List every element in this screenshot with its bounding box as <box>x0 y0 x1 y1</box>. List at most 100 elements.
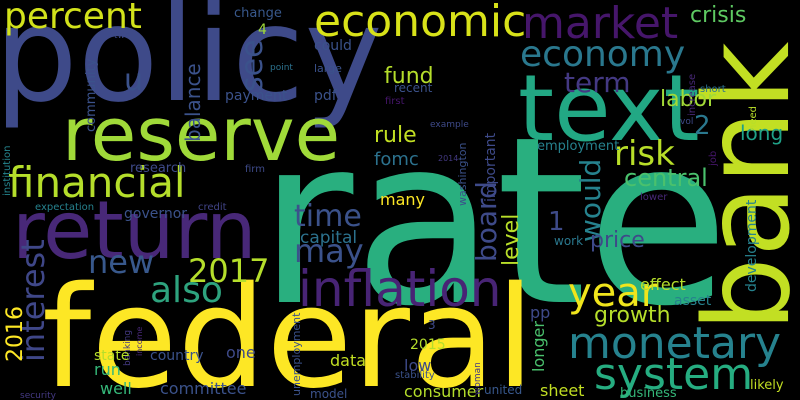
word: bank <box>678 42 800 332</box>
word: example <box>430 120 469 130</box>
word: federal <box>42 257 535 400</box>
word: community <box>84 58 99 132</box>
word: interest <box>14 239 52 362</box>
word: low <box>404 356 431 375</box>
word: 2 <box>694 111 711 141</box>
word: 1 <box>548 207 565 237</box>
word: sheet <box>540 381 584 400</box>
word: text <box>518 55 700 162</box>
word: balance <box>181 63 205 142</box>
word: longer <box>529 321 548 372</box>
word: likely <box>750 378 784 393</box>
word: lower <box>640 192 668 203</box>
word: market <box>522 0 678 49</box>
word: two <box>114 31 131 41</box>
word: many <box>380 190 425 209</box>
word: run <box>94 360 121 379</box>
word: 2015 <box>410 337 446 353</box>
word: need <box>748 106 759 131</box>
word: stability <box>395 370 435 381</box>
word: banking <box>123 330 133 366</box>
word: work <box>554 234 583 248</box>
word: 3 <box>428 318 436 332</box>
word: institution <box>2 146 13 196</box>
word: increase <box>687 74 698 116</box>
word: year <box>568 270 658 316</box>
word: firm <box>245 164 265 175</box>
word: business <box>620 386 677 400</box>
word: point <box>270 63 293 73</box>
word: first <box>385 96 405 107</box>
word: development <box>744 199 760 292</box>
word: united <box>484 383 522 397</box>
word: level <box>499 214 524 266</box>
word: well <box>100 379 132 398</box>
word: short <box>700 84 726 95</box>
word: term <box>564 66 631 99</box>
word: 4 <box>258 22 267 38</box>
word: 2017 <box>188 252 269 290</box>
word: effect <box>640 275 686 294</box>
word: vol <box>680 117 693 127</box>
word: u <box>124 63 143 98</box>
word: recent <box>394 81 433 95</box>
word: board <box>470 181 503 262</box>
word: data <box>330 351 366 370</box>
word: would <box>574 159 607 242</box>
word: fund <box>384 64 434 89</box>
word: return <box>12 184 257 277</box>
word: see <box>235 39 270 92</box>
word: asset <box>674 293 712 309</box>
word: labor <box>660 87 717 112</box>
word: research <box>130 161 186 176</box>
word: credit <box>198 202 227 213</box>
word: reserve <box>62 92 340 178</box>
word: could <box>314 38 352 54</box>
word: unemployment <box>290 312 303 396</box>
word: income <box>135 327 144 356</box>
word: new <box>88 243 154 281</box>
word: central <box>624 164 708 192</box>
word: economic <box>314 0 526 47</box>
word: price <box>590 228 645 253</box>
word: time <box>294 199 362 234</box>
word: also <box>150 270 223 311</box>
word: committee <box>160 379 246 398</box>
word: crisis <box>690 3 746 28</box>
word: policy <box>0 0 383 132</box>
word: growth <box>594 303 671 328</box>
word: one <box>226 343 256 362</box>
word: state <box>94 348 129 364</box>
word: large <box>314 62 342 75</box>
word: model <box>310 387 347 400</box>
word: pdf <box>314 88 338 104</box>
word: inflation <box>298 260 502 318</box>
word: consumer <box>404 382 484 400</box>
word: system <box>594 349 753 400</box>
word: 2016 <box>3 306 28 362</box>
word: employment <box>537 139 619 154</box>
word: job <box>708 151 719 167</box>
word: important <box>483 132 499 202</box>
word: percent <box>4 0 142 37</box>
word: may <box>294 232 364 270</box>
word: security <box>20 391 57 400</box>
word: washington <box>456 143 469 206</box>
word: monetary <box>568 318 781 369</box>
word: rate <box>258 87 729 357</box>
word: pp <box>530 303 550 322</box>
word: fomc <box>374 149 419 170</box>
word: rule <box>374 123 417 148</box>
word: payment <box>225 88 288 104</box>
word: capital <box>300 228 357 248</box>
word: long <box>740 121 783 145</box>
word: country <box>150 348 204 364</box>
word: financial <box>8 158 186 207</box>
word: expectation <box>35 202 94 213</box>
word: economy <box>520 34 685 75</box>
word: governor <box>124 206 187 222</box>
word: 2014 <box>438 154 458 163</box>
word: change <box>234 6 282 21</box>
